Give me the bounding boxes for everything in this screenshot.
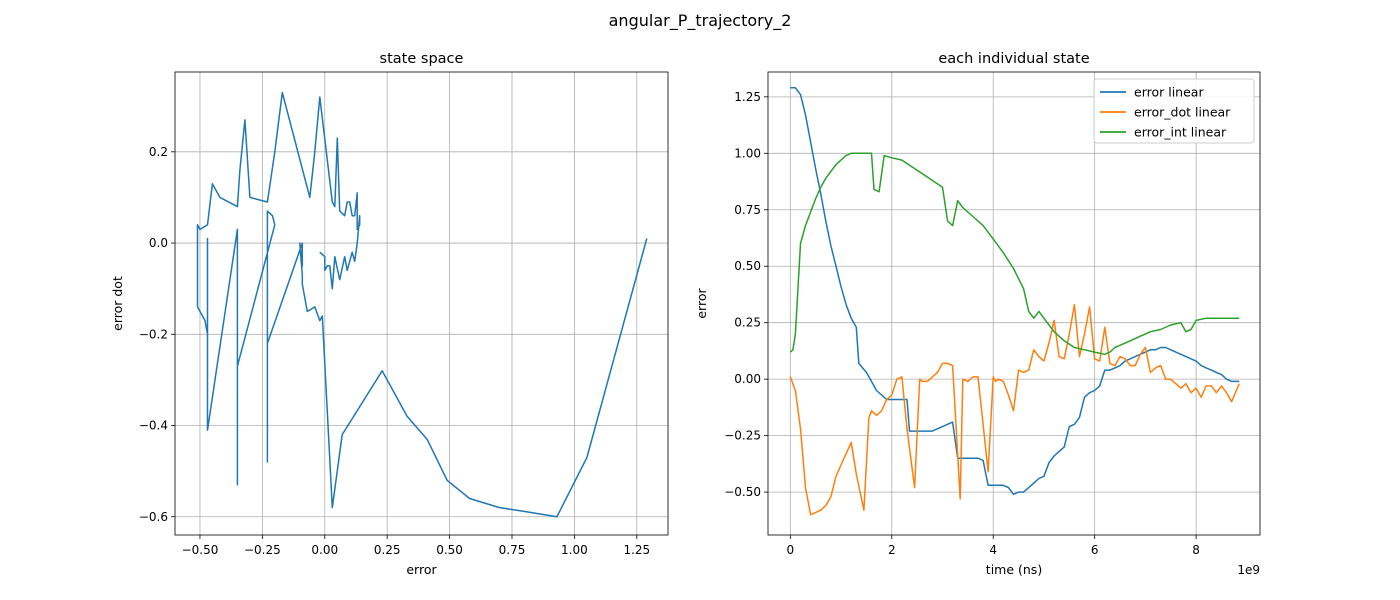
series-line-error-int-linear — [789, 152, 1240, 356]
x-offset-label: 1e9 — [1237, 563, 1260, 577]
x-tick-label: 0 — [786, 543, 794, 557]
y-tick-label: −0.50 — [724, 485, 761, 499]
x-tick-label: 4 — [989, 543, 997, 557]
y-axis-label: error — [694, 288, 709, 319]
axes-frame — [767, 71, 1261, 536]
series-line-error-dot-linear — [789, 303, 1240, 516]
y-tick-label: 0.0 — [149, 236, 168, 250]
x-tick-label: −0.50 — [182, 543, 219, 557]
series-line-0 — [196, 91, 648, 518]
legend-entry: error_dot linear — [1134, 105, 1231, 120]
x-tick-label: 0.50 — [436, 543, 463, 557]
figure-suptitle: angular_P_trajectory_2 — [609, 11, 792, 31]
axes-title: each individual state — [938, 51, 1089, 67]
y-axis-label: error dot — [110, 276, 125, 331]
y-tick-label: 0.2 — [149, 145, 168, 159]
x-tick-label: 0.25 — [374, 543, 401, 557]
x-axis-label: time (ns) — [986, 562, 1042, 577]
y-tick-label: 0.00 — [734, 372, 761, 386]
y-tick-label: −0.25 — [724, 429, 761, 443]
legend-entry: error linear — [1134, 85, 1204, 100]
x-tick-label: 0.00 — [311, 543, 338, 557]
series-line-error-linear — [790, 87, 1240, 496]
y-tick-label: 1.00 — [734, 146, 761, 160]
x-tick-label: 8 — [1192, 543, 1200, 557]
legend-entry: error_int linear — [1134, 125, 1227, 140]
y-tick-label: 0.25 — [734, 316, 761, 330]
y-tick-label: 1.25 — [734, 90, 761, 104]
y-tick-label: 0.75 — [734, 203, 761, 217]
x-axis-label: error — [406, 562, 437, 577]
legend: error linear error_dot linear error_int li… — [1093, 78, 1255, 144]
x-tick-label: 0.75 — [499, 543, 526, 557]
state-space-axes: −0.50 −0.25 0.00 0.25 0.50 0.75 1.00 1.25 −0.6 −0… — [110, 51, 669, 577]
x-tick-label: 6 — [1091, 543, 1099, 557]
y-tick-label: −0.4 — [139, 419, 168, 433]
individual-state-axes: 0 2 4 6 8 −0.50 −0.25 0.00 0.25 0.50 0.75 1.00 1.25 e… — [694, 51, 1261, 577]
y-tick-label: 0.50 — [734, 259, 761, 273]
axes-title: state space — [380, 51, 464, 67]
y-tick-label: −0.6 — [139, 510, 168, 524]
x-tick-label: 1.00 — [561, 543, 588, 557]
x-tick-label: −0.25 — [244, 543, 281, 557]
axes-frame — [174, 71, 669, 536]
x-tick-label: 2 — [888, 543, 896, 557]
legend-frame — [1093, 78, 1255, 144]
y-tick-label: −0.2 — [139, 327, 168, 341]
x-tick-label: 1.25 — [623, 543, 650, 557]
